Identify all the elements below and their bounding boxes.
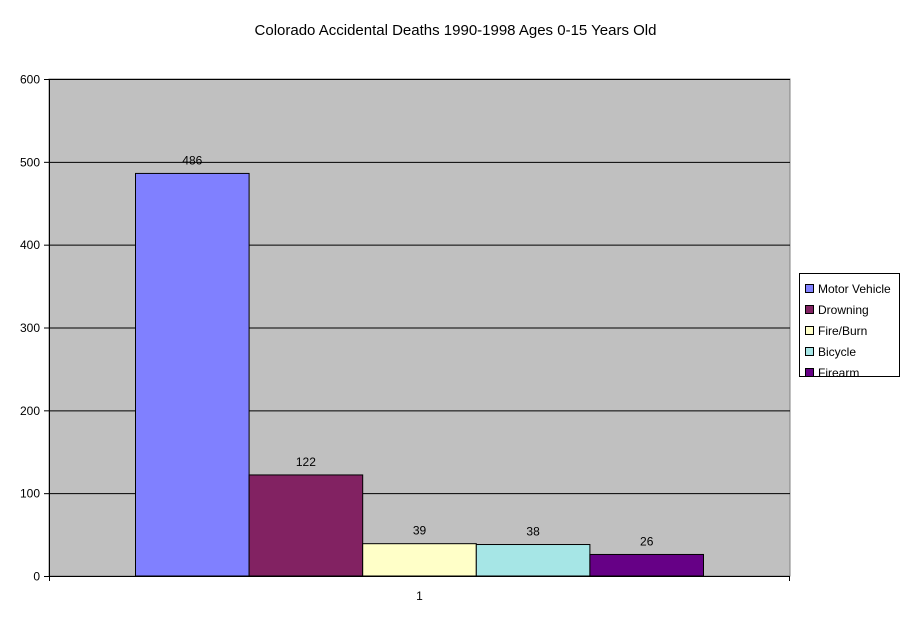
bar-fire-burn [362, 543, 477, 577]
data-label-fire-burn: 39 [413, 524, 427, 538]
y-tick-label: 200 [20, 404, 40, 418]
bars [135, 172, 705, 577]
legend-label: Drowning [818, 302, 869, 317]
data-label-bicycle: 38 [526, 525, 540, 539]
legend-swatch [805, 326, 814, 335]
chart-title: Colorado Accidental Deaths 1990-1998 Age… [254, 22, 657, 39]
data-label-motor-vehicle: 486 [182, 153, 202, 167]
legend-swatch [805, 368, 814, 377]
legend-label: Motor Vehicle [818, 281, 891, 296]
legend: Motor Vehicle Drowning Fire/Burn Bicycle Fir… [799, 273, 900, 380]
bar-bicycle [475, 544, 591, 577]
legend-label: Fire/Burn [818, 323, 868, 338]
bar-drowning [248, 474, 364, 577]
bar-firearm [589, 553, 705, 577]
x-tick-label: 1 [416, 589, 423, 603]
legend-swatch [805, 284, 814, 293]
data-label-firearm: 26 [640, 534, 654, 548]
data-labels: 486 122 39 38 26 [182, 153, 653, 548]
y-tick-label: 400 [20, 238, 40, 252]
y-tick-label: 0 [33, 570, 40, 584]
legend-swatch [805, 305, 814, 314]
legend-swatch [805, 347, 814, 356]
data-label-drowning: 122 [296, 455, 316, 469]
axes: 0 100 200 300 400 500 600 1 [20, 73, 790, 603]
legend-item-firearm: Firearm [800, 362, 899, 383]
y-tick-label: 300 [20, 321, 40, 335]
legend-label: Bicycle [818, 344, 857, 359]
legend-item-drowning: Drowning [800, 299, 899, 320]
legend-item-fire-burn: Fire/Burn [800, 320, 899, 341]
legend-item-bicycle: Bicycle [800, 341, 899, 362]
bar-motor-vehicle [135, 172, 250, 577]
y-tick-label: 600 [20, 73, 40, 87]
legend-item-motor-vehicle: Motor Vehicle [800, 278, 899, 299]
y-tick-label: 500 [20, 155, 40, 169]
y-tick-label: 100 [20, 487, 40, 501]
legend-label: Firearm [818, 365, 860, 380]
